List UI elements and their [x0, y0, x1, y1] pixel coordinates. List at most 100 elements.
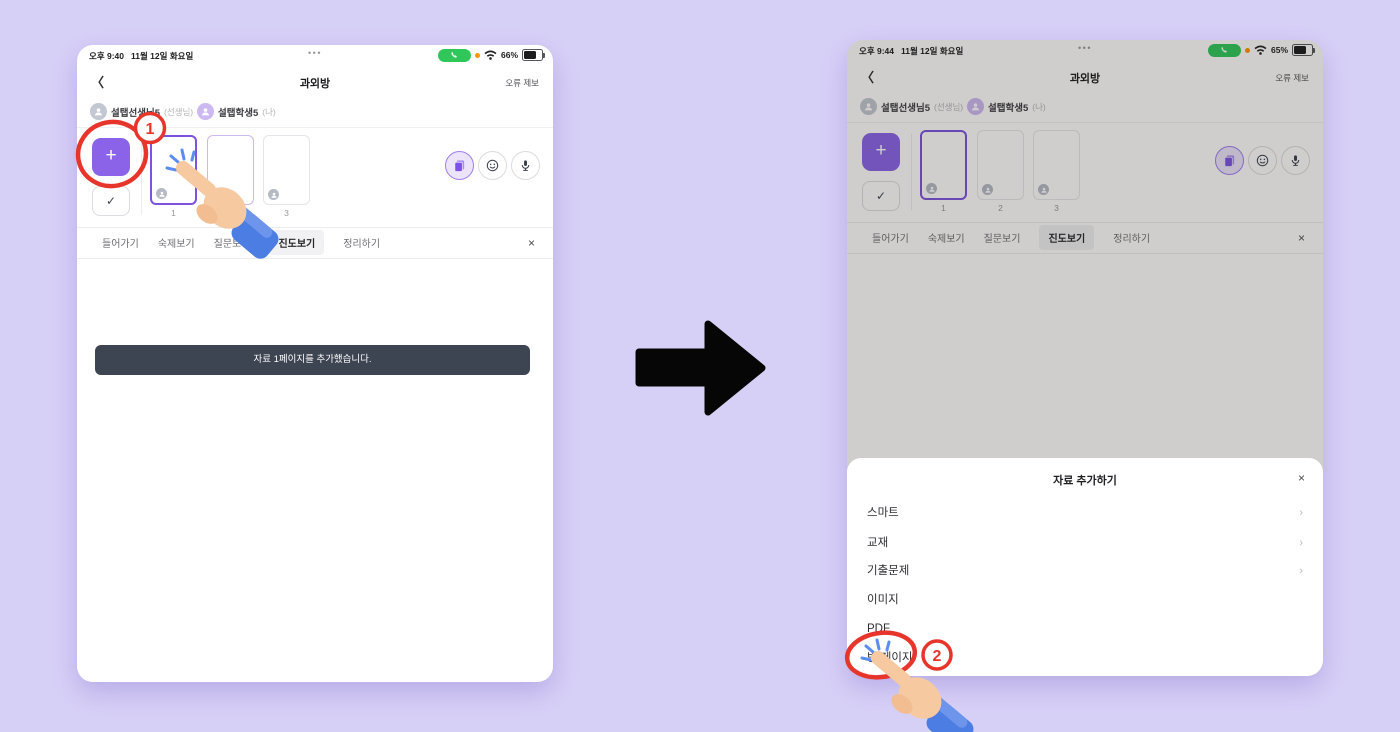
app-header: 〈 과외방 오류 제보: [847, 60, 1323, 92]
mic-icon: [521, 159, 530, 171]
person-icon: [1040, 187, 1047, 193]
tab-organize[interactable]: 정리하기: [1113, 234, 1151, 245]
toast-message: 자료 1페이지를 추가했습니다.: [95, 345, 530, 375]
tab-homework[interactable]: 숙제보기: [157, 239, 195, 250]
page-owner-avatar: [156, 188, 167, 199]
add-page-button[interactable]: +: [92, 138, 130, 176]
page-thumbnail-3[interactable]: [263, 135, 310, 205]
sheet-item-image[interactable]: 이미지: [867, 588, 1303, 612]
smiley-icon: [1256, 154, 1269, 166]
person-icon: [94, 108, 103, 116]
mic-active-dot: [474, 52, 480, 58]
sheet-item-label: 이미지: [867, 594, 899, 606]
sheet-item-smart[interactable]: 스마트 ›: [867, 501, 1303, 525]
page-owner-avatar: [268, 189, 279, 200]
sheet-item-label: 빈 페이지: [867, 652, 913, 664]
tab-bar: 들어가기 숙제보기 질문보기 진도보기 정리하기 ×: [77, 227, 553, 259]
wifi-icon: [1254, 45, 1267, 55]
sheet-item-blank-page[interactable]: 빈 페이지: [867, 646, 1303, 670]
teacher-name: 설탭선생님5: [111, 107, 160, 119]
tab-enter[interactable]: 들어가기: [872, 234, 909, 245]
pages-toggle-button[interactable]: [445, 150, 474, 180]
page-thumbnail-1[interactable]: [150, 135, 197, 205]
status-datetime: 오후 9:40 11월 12일 화요일: [89, 50, 193, 62]
select-pages-button[interactable]: ✓: [862, 181, 900, 211]
page-number: 2: [998, 203, 1003, 213]
person-icon: [201, 108, 210, 116]
page-thumbnail-2[interactable]: [207, 135, 254, 205]
sheet-item-past-exams[interactable]: 기출문제 ›: [867, 559, 1303, 583]
chevron-right-icon: ›: [1299, 565, 1303, 577]
back-button[interactable]: 〈: [861, 70, 875, 85]
sheet-item-label: 스마트: [867, 507, 899, 519]
student-participant: 설탭학생5 (나): [967, 98, 1046, 115]
chevron-right-icon: ›: [1299, 507, 1303, 519]
status-dots: •••: [308, 48, 322, 58]
page-number: 3: [284, 208, 289, 218]
close-icon[interactable]: ×: [527, 236, 535, 250]
status-time: 오후 9:40: [89, 51, 125, 61]
app-header: 〈 과외방 오류 제보: [77, 65, 553, 97]
page-thumbnails-panel: + ✓ 1 2 3: [847, 122, 1323, 223]
back-button[interactable]: 〈: [91, 75, 105, 90]
battery-percent: 66%: [500, 50, 518, 60]
sheet-item-textbook[interactable]: 교재 ›: [867, 531, 1303, 555]
status-datetime: 오후 9:44 11월 12일 화요일: [859, 45, 963, 57]
tab-homework[interactable]: 숙제보기: [927, 234, 965, 245]
page-thumbnail-2[interactable]: [977, 130, 1024, 200]
teacher-name: 설탭선생님5: [881, 102, 930, 114]
person-icon: [984, 187, 991, 193]
mic-button[interactable]: [1281, 145, 1310, 175]
person-icon: [928, 186, 935, 192]
student-name: 설탭학생5: [218, 107, 259, 119]
pages-toggle-button[interactable]: [1215, 145, 1244, 175]
sheet-item-pdf[interactable]: PDF: [867, 617, 1303, 641]
page-number: 3: [1054, 203, 1059, 213]
status-indicators: 66%: [437, 48, 545, 62]
tab-enter[interactable]: 들어가기: [102, 239, 139, 250]
page-number: 1: [941, 203, 946, 213]
panel-divider: [141, 139, 142, 215]
person-icon: [214, 192, 221, 198]
person-icon: [158, 191, 165, 197]
add-page-button[interactable]: +: [862, 133, 900, 171]
tab-questions[interactable]: 질문보기: [213, 239, 251, 250]
student-role: (나): [262, 106, 276, 117]
tab-progress[interactable]: 진도보기: [1039, 225, 1095, 250]
sheet-title: 자료 추가하기: [1053, 475, 1117, 487]
page-title: 과외방: [299, 78, 331, 90]
select-pages-button[interactable]: ✓: [92, 186, 130, 216]
participant-separator: |: [958, 102, 961, 112]
teacher-role: (선생님): [163, 106, 194, 117]
close-icon[interactable]: ×: [1297, 471, 1305, 485]
emoji-button[interactable]: [1248, 145, 1277, 175]
teacher-participant: 설탭선생님5 (선생님): [90, 103, 193, 120]
tab-organize[interactable]: 정리하기: [343, 239, 381, 250]
page-number: 1: [171, 208, 176, 218]
page-thumbnail-1[interactable]: [920, 130, 967, 200]
close-icon[interactable]: ×: [1297, 231, 1305, 245]
report-error-button[interactable]: 오류 제보: [1275, 73, 1309, 83]
page-owner-avatar: [926, 183, 937, 194]
page-thumbnail-3[interactable]: [1033, 130, 1080, 200]
tab-progress[interactable]: 진도보기: [269, 230, 325, 255]
mic-button[interactable]: [511, 150, 540, 180]
emoji-button[interactable]: [478, 150, 507, 180]
report-error-button[interactable]: 오류 제보: [505, 78, 539, 88]
left-phone-screenshot: 오후 9:40 11월 12일 화요일 ••• 66% 〈 과외방 오류 제보: [77, 45, 553, 682]
page-thumbnails-panel: + ✓ 1 2 3: [77, 127, 553, 228]
sheet-item-label: 기출문제: [867, 565, 910, 577]
phone-call-icon: [437, 48, 471, 62]
status-time: 오후 9:44: [859, 46, 895, 56]
page-title: 과외방: [1069, 73, 1101, 85]
person-icon: [971, 103, 980, 111]
tab-questions[interactable]: 질문보기: [983, 234, 1021, 245]
add-material-bottom-sheet: 자료 추가하기 × 스마트 › 교재 › 기출문제 › 이미지 PDF 빈 페이…: [847, 458, 1323, 676]
tab-bar: 들어가기 숙제보기 질문보기 진도보기 정리하기 ×: [847, 222, 1323, 254]
arrow-right-icon: [635, 320, 766, 416]
battery-icon: [522, 49, 545, 61]
student-avatar: [197, 103, 214, 120]
page-number: 2: [228, 208, 233, 218]
participant-separator: |: [188, 107, 191, 117]
